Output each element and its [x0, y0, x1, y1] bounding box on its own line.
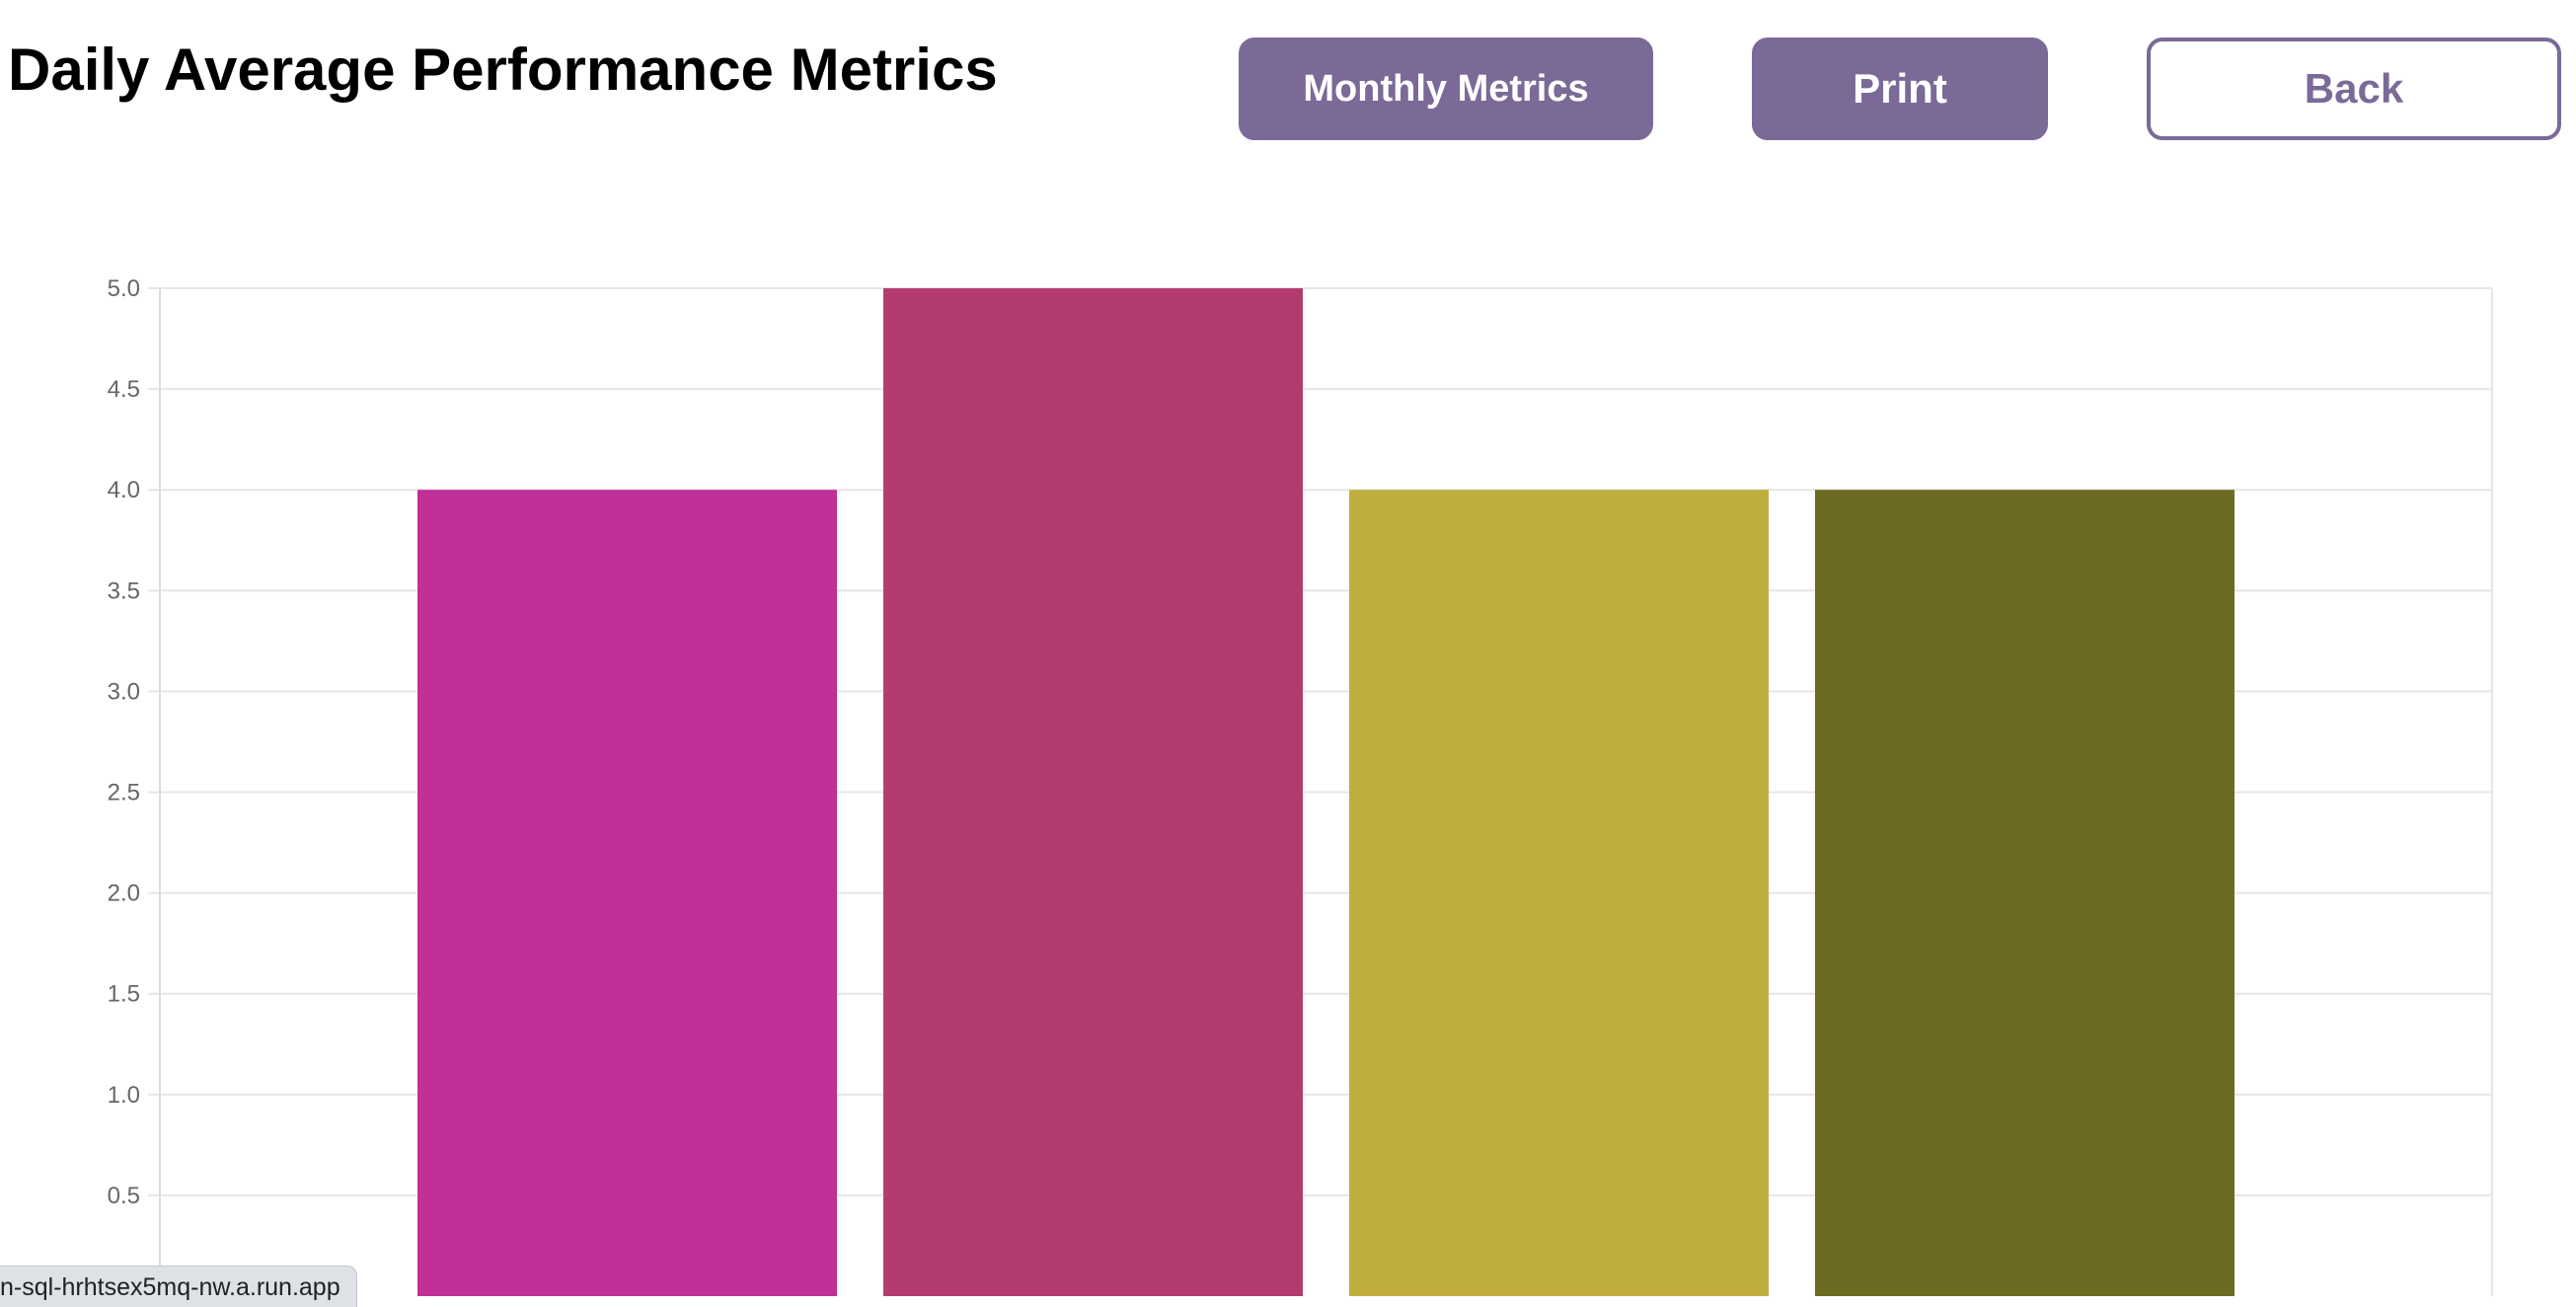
y-tick-label: 4.5 [108, 376, 140, 403]
y-tick-label: 1.5 [108, 981, 140, 1008]
bar[interactable] [417, 490, 837, 1296]
monthly-metrics-button[interactable]: Monthly Metrics [1239, 38, 1653, 140]
status-bar-url: n-sql-hrhtsex5mq-nw.a.run.app [0, 1266, 357, 1307]
y-tick-label: 1.0 [108, 1082, 140, 1109]
y-tick-label: 2.5 [108, 780, 140, 807]
chart-axes: 0.5 1.0 1.5 2.0 2.5 3.0 3.5 4.0 4.5 5.0 [108, 275, 161, 1296]
page-title: Daily Average Performance Metrics [8, 37, 998, 103]
print-button[interactable]: Print [1752, 38, 2048, 140]
y-tick-label: 2.0 [108, 881, 140, 907]
y-tick-label: 5.0 [108, 275, 140, 302]
bar[interactable] [1815, 490, 2235, 1296]
y-tick-label: 0.5 [108, 1183, 140, 1209]
chart-bars [417, 288, 2235, 1296]
y-tick-label: 4.0 [108, 477, 140, 503]
y-tick-label: 3.0 [108, 678, 140, 705]
bar[interactable] [1349, 490, 1769, 1296]
bar[interactable] [883, 288, 1303, 1296]
back-button[interactable]: Back [2147, 38, 2561, 140]
y-tick-label: 3.5 [108, 577, 140, 604]
